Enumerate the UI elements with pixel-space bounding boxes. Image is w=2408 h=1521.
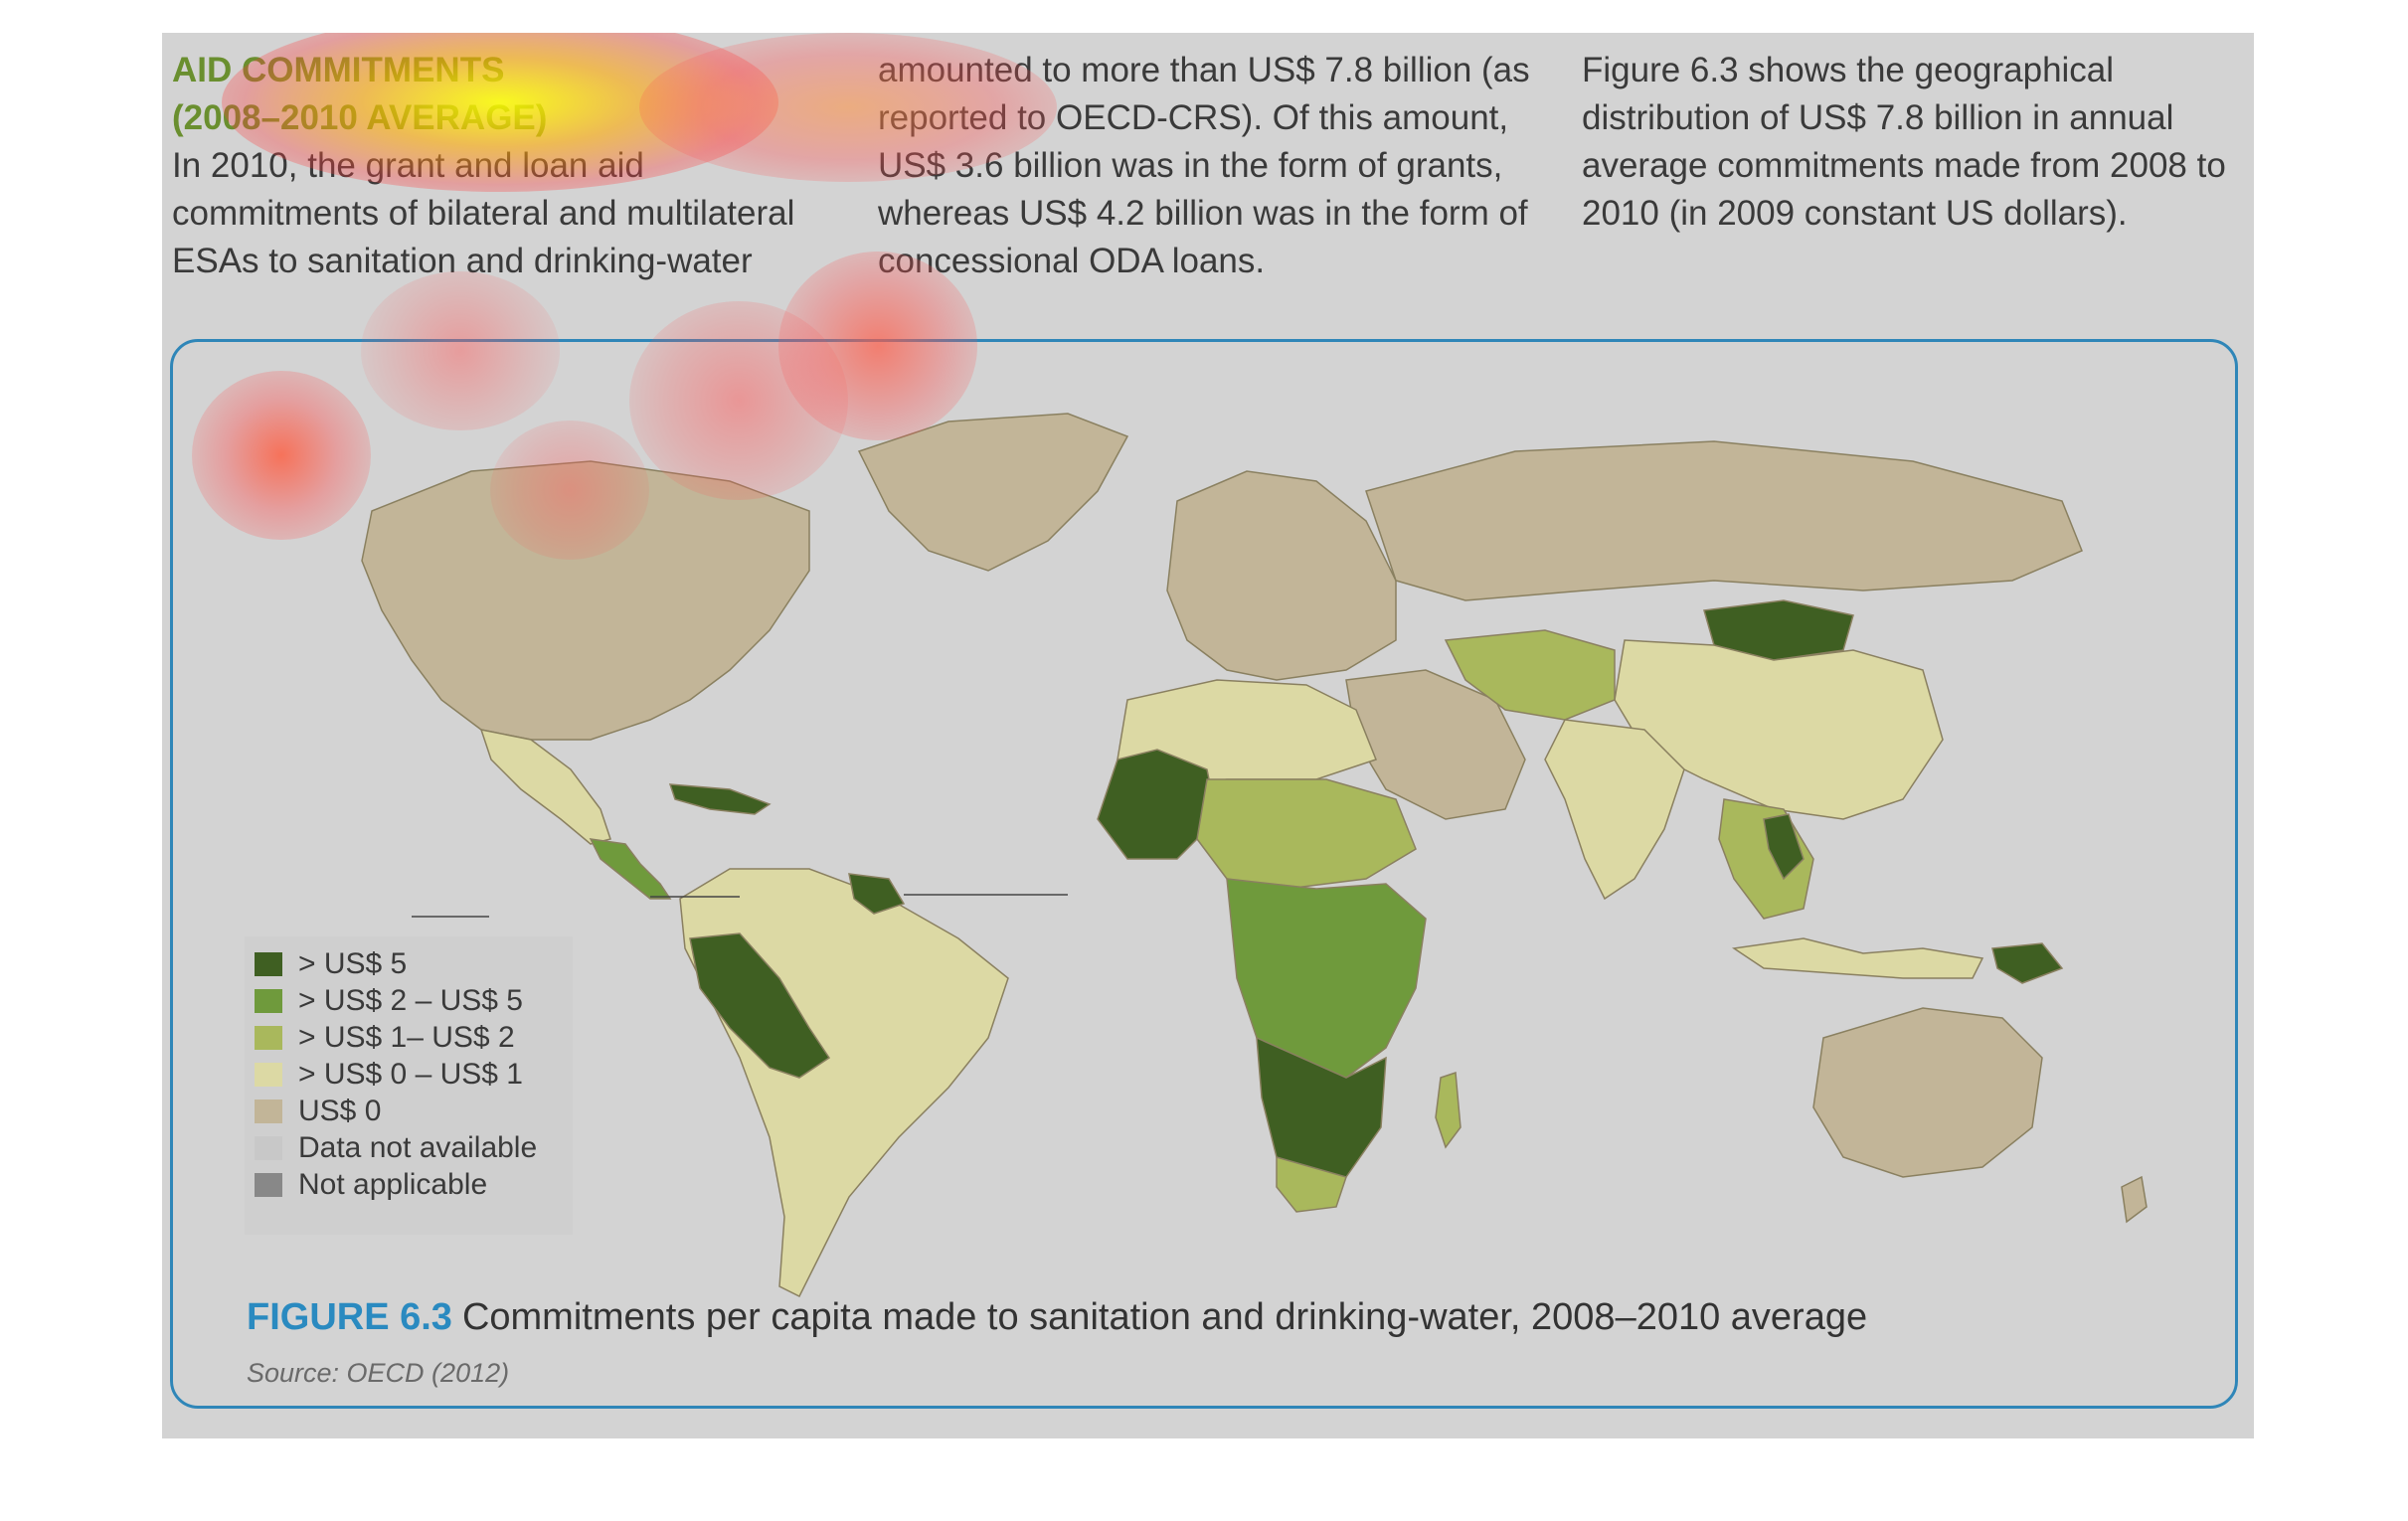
legend-item: > US$ 5: [255, 946, 407, 982]
south-america-region: [679, 868, 1009, 1298]
central-africa-region: [1226, 878, 1427, 1079]
australia-region: [1812, 1007, 2043, 1178]
andean-region: [689, 932, 831, 1079]
section-heading: AID COMMITMENTS (2008–2010 AVERAGE): [172, 47, 858, 142]
legend-swatch: [255, 952, 282, 976]
report-page: AID COMMITMENTS (2008–2010 AVERAGE) In 2…: [162, 33, 2254, 1438]
madagascar-region: [1435, 1071, 1462, 1149]
new-zealand-region: [2121, 1175, 2148, 1224]
central-america-region: [589, 838, 672, 900]
legend-item: Data not available: [255, 1130, 537, 1166]
column-1-body: In 2010, the grant and loan aid commitme…: [172, 146, 795, 280]
legend-item: > US$ 0 – US$ 1: [255, 1057, 523, 1093]
legend-swatch: [255, 989, 282, 1013]
guianas-region: [848, 873, 906, 915]
section-heading-line-2: (2008–2010 AVERAGE): [172, 98, 548, 137]
section-heading-line-1: AID COMMITMENTS: [172, 51, 505, 89]
legend-label: > US$ 0 – US$ 1: [298, 1058, 523, 1091]
sahel-region: [1196, 778, 1417, 890]
legend-swatch: [255, 1063, 282, 1087]
legend-swatch: [255, 1173, 282, 1197]
indonesia-region: [1731, 937, 1984, 979]
column-3-body: Figure 6.3 shows the geographical distri…: [1582, 51, 2226, 233]
europe-region: [1166, 470, 1397, 681]
central-asia-region: [1444, 629, 1616, 721]
russia-region: [1365, 440, 2083, 601]
india-region: [1544, 719, 1685, 901]
legend-label: > US$ 5: [298, 947, 408, 980]
legend-label: Not applicable: [298, 1168, 488, 1201]
papua-region: [1991, 942, 2064, 984]
legend-swatch: [255, 1136, 282, 1160]
legend-swatch: [255, 1026, 282, 1050]
legend-label: Data not available: [298, 1131, 538, 1164]
legend-item: > US$ 2 – US$ 5: [255, 983, 523, 1019]
figure-label: FIGURE 6.3: [247, 1296, 452, 1338]
vietnam-region: [1763, 813, 1805, 881]
greenland-region: [857, 413, 1129, 572]
caribbean-region: [668, 783, 772, 815]
column-2-body: amounted to more than US$ 7.8 billion (a…: [878, 51, 1530, 280]
figure-caption: FIGURE 6.3 Commitments per capita made to…: [247, 1296, 1867, 1339]
map-legend: > US$ 5 > US$ 2 – US$ 5 > US$ 1– US$ 2 >…: [245, 936, 573, 1235]
figure-frame: > US$ 5 > US$ 2 – US$ 5 > US$ 1– US$ 2 >…: [170, 339, 2238, 1409]
figure-source: Source: OECD (2012): [247, 1358, 510, 1388]
legend-label: > US$ 2 – US$ 5: [298, 984, 523, 1017]
legend-item: Not applicable: [255, 1167, 487, 1203]
north-america-region: [361, 460, 810, 741]
figure-caption-text: Commitments per capita made to sanitatio…: [461, 1296, 1868, 1338]
text-column-1: AID COMMITMENTS (2008–2010 AVERAGE) In 2…: [172, 47, 858, 285]
legend-item: US$ 0: [255, 1094, 381, 1129]
world-map: [361, 413, 2148, 1298]
legend-label: US$ 0: [298, 1095, 382, 1127]
legend-label: > US$ 1– US$ 2: [298, 1021, 515, 1054]
legend-item: > US$ 1– US$ 2: [255, 1020, 515, 1056]
legend-swatch: [255, 1099, 282, 1123]
mexico-region: [479, 729, 611, 845]
south-africa-region: [1276, 1156, 1347, 1213]
